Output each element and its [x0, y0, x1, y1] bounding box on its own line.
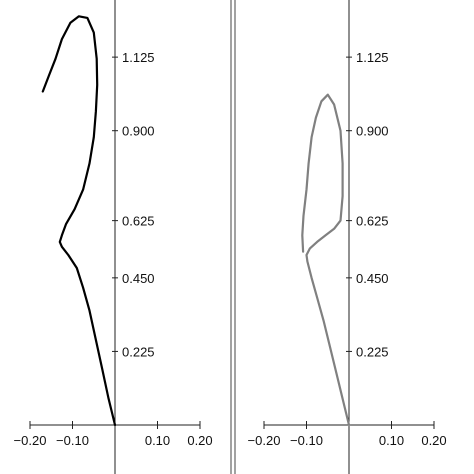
- y-tick-label: 1.125: [356, 50, 389, 65]
- y-tick-label: 0.450: [122, 271, 155, 286]
- y-tick-label: 0.450: [356, 271, 389, 286]
- x-tick-label: −0.20: [14, 433, 47, 448]
- chart-panel-right: −0.20 −0.10 0.10 0.20 0.225 0.450 0.625 0.900 1.…: [248, 0, 447, 474]
- y-tick-label: 1.125: [122, 50, 155, 65]
- y-tick-label: 0.225: [356, 344, 389, 359]
- chart-panel-left: −0.20 −0.10 0.10 0.20 0.225 0.450 0.625 0.900 1.…: [14, 0, 213, 474]
- x-tick-label: −0.10: [56, 433, 89, 448]
- x-tick-label: 0.20: [187, 433, 212, 448]
- x-tick-label: −0.20: [248, 433, 281, 448]
- y-tick-label: 0.225: [122, 344, 155, 359]
- x-tick-label: −0.10: [290, 433, 323, 448]
- series-line: [41, 15, 117, 427]
- y-tick-label: 0.625: [356, 214, 389, 229]
- x-tick-label: 0.10: [145, 433, 170, 448]
- y-tick-label: 0.625: [122, 214, 155, 229]
- series-line: [301, 93, 351, 427]
- y-tick-label: 0.900: [122, 124, 155, 139]
- x-tick-label: 0.10: [379, 433, 404, 448]
- x-tick-label: 0.20: [421, 433, 446, 448]
- y-tick-label: 0.900: [356, 124, 389, 139]
